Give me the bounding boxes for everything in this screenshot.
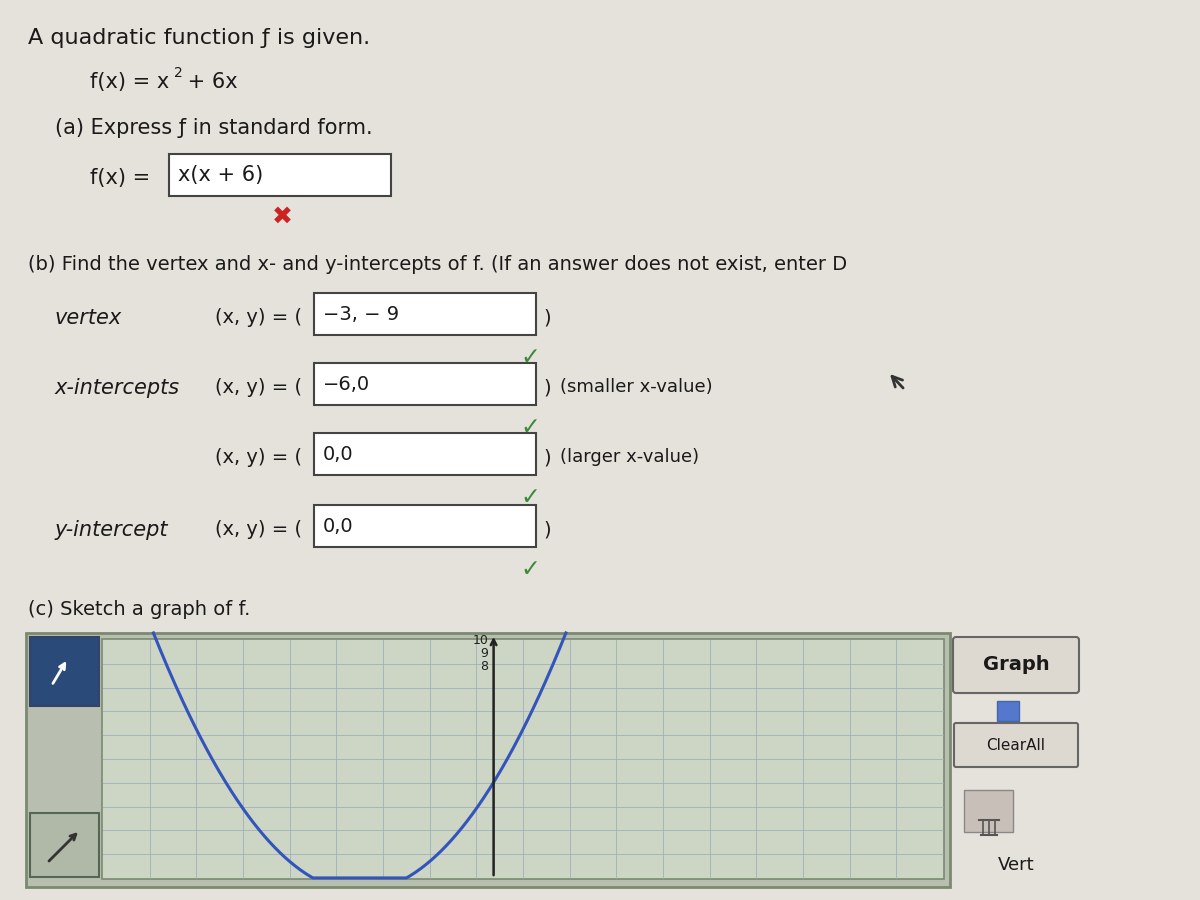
Text: (b) Find the vertex and x- and y-intercepts of f. (If an answer does not exist, : (b) Find the vertex and x- and y-interce… bbox=[28, 255, 847, 274]
Text: y-intercept: y-intercept bbox=[55, 520, 168, 540]
Text: 2: 2 bbox=[174, 66, 182, 80]
Text: A quadratic function ƒ is given.: A quadratic function ƒ is given. bbox=[28, 28, 370, 48]
Text: ✖: ✖ bbox=[272, 205, 293, 229]
FancyBboxPatch shape bbox=[169, 154, 391, 196]
Text: ): ) bbox=[542, 378, 551, 397]
Text: −6,0: −6,0 bbox=[323, 374, 370, 393]
Text: Graph: Graph bbox=[983, 655, 1049, 674]
Text: ✓: ✓ bbox=[520, 557, 540, 581]
Text: x-intercepts: x-intercepts bbox=[55, 378, 180, 398]
Text: (larger x-value): (larger x-value) bbox=[560, 448, 700, 466]
Text: 9: 9 bbox=[481, 647, 488, 660]
Text: (a) Express ƒ in standard form.: (a) Express ƒ in standard form. bbox=[55, 118, 373, 138]
FancyBboxPatch shape bbox=[954, 723, 1078, 767]
Text: Vert: Vert bbox=[997, 856, 1034, 874]
Text: + 6x: + 6x bbox=[181, 72, 238, 92]
Text: f(x) = x: f(x) = x bbox=[90, 72, 169, 92]
FancyBboxPatch shape bbox=[314, 505, 536, 547]
FancyBboxPatch shape bbox=[102, 639, 944, 879]
FancyBboxPatch shape bbox=[314, 363, 536, 405]
Text: (smaller x-value): (smaller x-value) bbox=[560, 378, 713, 396]
Text: ): ) bbox=[542, 308, 551, 327]
Text: 0,0: 0,0 bbox=[323, 445, 354, 464]
Text: (x, y) = (: (x, y) = ( bbox=[215, 448, 302, 467]
Text: −3, − 9: −3, − 9 bbox=[323, 304, 400, 323]
Text: ): ) bbox=[542, 448, 551, 467]
Text: vertex: vertex bbox=[55, 308, 122, 328]
FancyBboxPatch shape bbox=[30, 637, 98, 706]
Text: ): ) bbox=[542, 520, 551, 539]
Text: (c) Sketch a graph of f.: (c) Sketch a graph of f. bbox=[28, 600, 251, 619]
FancyBboxPatch shape bbox=[953, 637, 1079, 693]
Text: f(x) =: f(x) = bbox=[90, 168, 157, 188]
Text: ✓: ✓ bbox=[520, 485, 540, 509]
Text: x(x + 6): x(x + 6) bbox=[178, 165, 263, 185]
Text: (x, y) = (: (x, y) = ( bbox=[215, 308, 302, 327]
Text: 10: 10 bbox=[473, 634, 488, 646]
Text: ✓: ✓ bbox=[520, 345, 540, 369]
Text: 0,0: 0,0 bbox=[323, 517, 354, 535]
FancyBboxPatch shape bbox=[964, 790, 1013, 832]
Text: 8: 8 bbox=[480, 660, 488, 673]
FancyBboxPatch shape bbox=[26, 633, 950, 887]
FancyBboxPatch shape bbox=[30, 813, 98, 877]
FancyBboxPatch shape bbox=[314, 433, 536, 475]
FancyBboxPatch shape bbox=[997, 701, 1019, 721]
Text: ✓: ✓ bbox=[520, 415, 540, 439]
FancyBboxPatch shape bbox=[314, 293, 536, 335]
Text: ClearAll: ClearAll bbox=[986, 737, 1045, 752]
Text: (x, y) = (: (x, y) = ( bbox=[215, 378, 302, 397]
Text: (x, y) = (: (x, y) = ( bbox=[215, 520, 302, 539]
